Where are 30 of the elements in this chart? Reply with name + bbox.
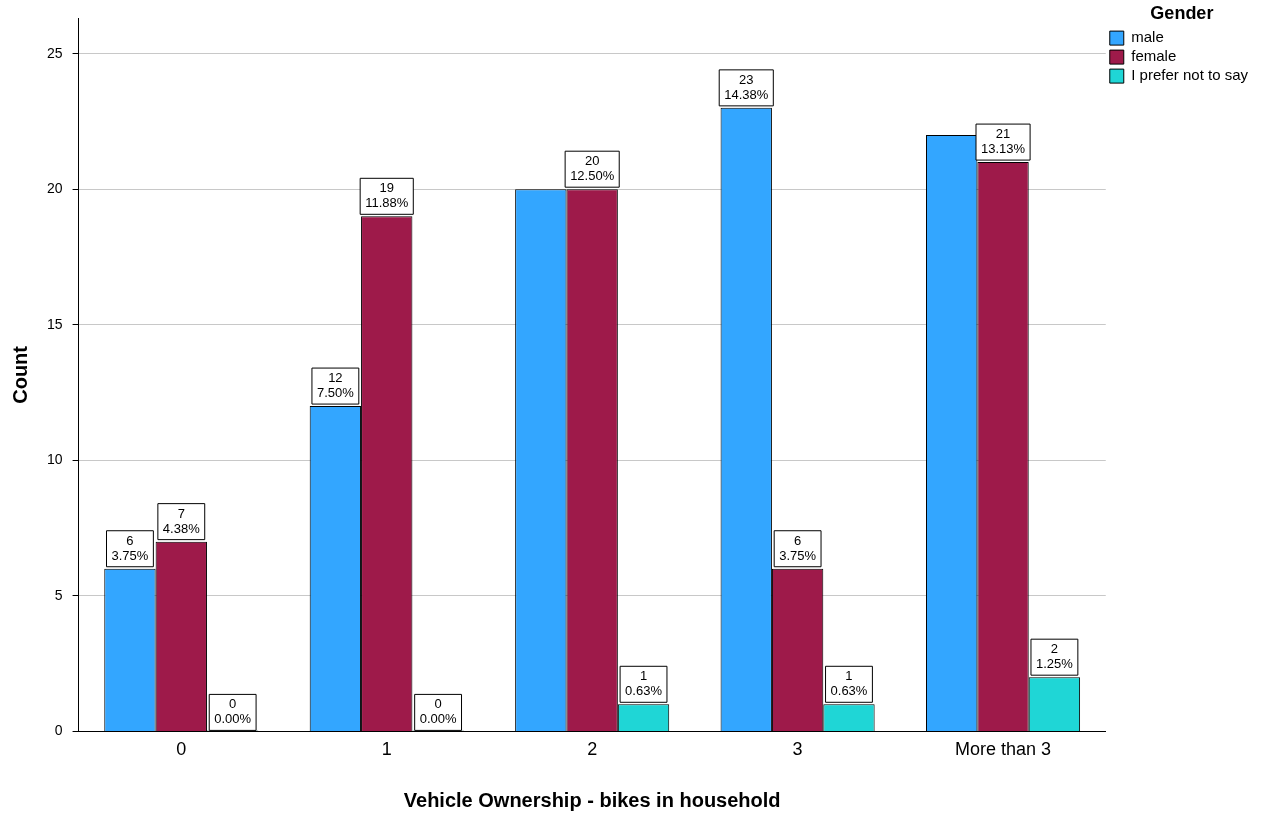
x-axis-title: Vehicle Ownership - bikes in household [403, 788, 781, 811]
y-tick-label: 15 [46, 315, 63, 332]
y-tick-label: 25 [46, 44, 63, 61]
data-label: 6 3.75% [111, 532, 149, 563]
legend-label: male [1131, 28, 1164, 46]
legend-label: female [1131, 47, 1177, 65]
y-tick-label: 10 [46, 451, 63, 468]
x-tick-label: 0 [176, 739, 187, 760]
data-label: 21 13.13% [981, 126, 1026, 157]
x-tick-label: More than 3 [955, 739, 1052, 760]
data-label: 20 12.50% [570, 153, 615, 184]
legend-title: Gender [1150, 2, 1214, 23]
data-label: 23 14.38% [724, 71, 769, 102]
data-label: 0 0.00% [214, 696, 252, 727]
y-tick-label: 0 [54, 722, 63, 739]
data-label: 2 1.25% [1035, 641, 1074, 672]
data-label: 0 0.00% [419, 696, 457, 727]
x-tick-label: 1 [381, 739, 392, 760]
y-axis-title: Count [8, 345, 31, 404]
data-label: 12 7.50% [316, 370, 355, 401]
data-label: 19 11.88% [365, 180, 409, 211]
data-label: 7 4.38% [162, 505, 201, 536]
legend-label: I prefer not to say [1131, 66, 1249, 84]
data-label: 1 0.63% [830, 668, 868, 699]
x-tick-label: 3 [792, 739, 803, 760]
y-tick-label: 20 [46, 180, 63, 197]
x-tick-label: 2 [587, 739, 598, 760]
y-tick-label: 5 [54, 586, 63, 603]
data-label: 6 3.75% [779, 532, 817, 563]
data-label: 1 0.63% [625, 668, 663, 699]
